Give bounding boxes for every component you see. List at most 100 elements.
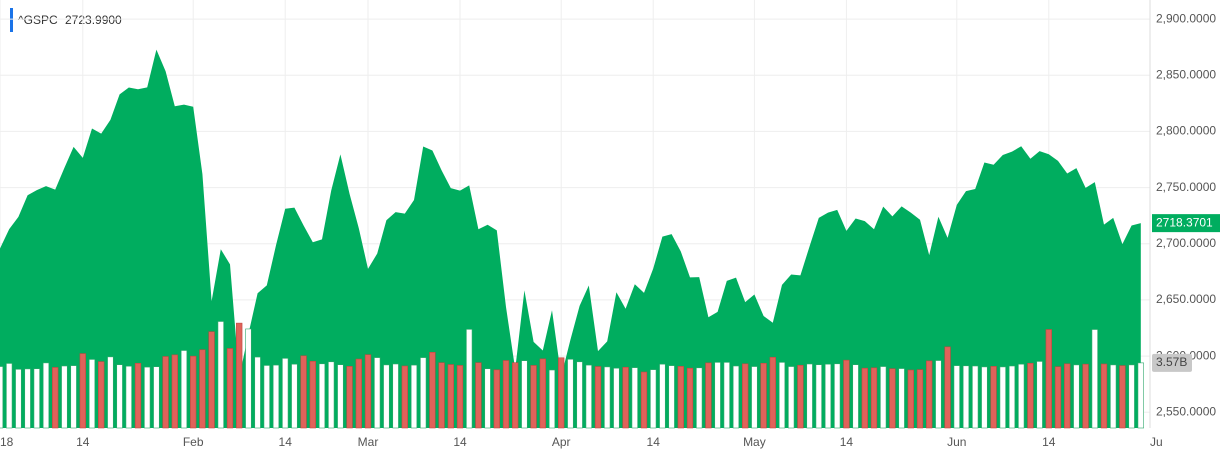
volume-bar [659,363,666,429]
volume-bar [107,356,114,429]
volume-bar [217,321,224,429]
volume-bar [594,366,602,429]
volume-bar [944,346,951,429]
volume-bar [52,367,59,429]
volume-bar [604,366,611,429]
volume-bar [631,367,638,429]
volume-bar [732,365,740,429]
x-tick-label: 14 [1042,435,1056,449]
volume-bar [475,362,482,429]
volume-bar [392,363,399,429]
volume-bar [852,364,859,429]
volume-bar [484,368,491,429]
volume-bar [502,360,510,429]
volume-bar [153,366,160,429]
y-tick-label: 2,750.0000 [1156,180,1216,194]
volume-bar [300,355,307,429]
volume-bar [539,358,546,429]
last-price-label: 2718.3701 [1156,215,1213,229]
price-area [0,49,1141,429]
volume-bar [79,353,86,429]
volume-bar [1082,363,1089,429]
volume-bar [889,368,896,429]
volume-bar [843,359,850,429]
volume-bar [410,364,418,429]
x-tick-label: Apr [552,435,571,449]
volume-bar [15,368,22,429]
volume-bar [438,362,445,429]
volume-bar [346,366,353,429]
volume-bar [364,354,372,429]
legend-name: ^GSPC [18,13,58,27]
x-tick-label: Feb [183,435,204,449]
volume-bar [512,362,519,429]
volume-bar [1137,362,1144,429]
volume-bar [834,363,841,429]
volume-bar [650,369,657,429]
volume-bar [1110,364,1117,429]
volume-bar [263,365,270,429]
volume-bar [1073,364,1080,429]
volume-bar [962,365,970,429]
volume-bar [1018,363,1025,429]
volume-bar [723,362,730,429]
volume-bar [291,363,298,429]
volume-bar [144,366,151,429]
volume-bar [493,369,500,429]
volume-bar [760,362,767,429]
volume-bar [999,366,1006,429]
volume-bar [447,364,454,429]
volume-bar [530,365,537,429]
volume-bar [318,363,326,429]
volume-bar [824,363,832,429]
volume-label: 3.57B [1156,355,1187,369]
legend-marker [10,8,13,32]
volume-bar [585,364,592,429]
volume-bar [972,365,979,429]
volume-bar [134,362,142,429]
volume-bar [236,322,243,429]
volume-bar [116,364,123,429]
volume-bar [0,366,4,429]
volume-bar [668,365,675,429]
volume-bar [466,329,473,429]
volume-bar [401,365,408,429]
volume-bar [742,363,749,429]
volume-bar [180,350,188,429]
volume-bar [1054,366,1062,429]
volume-bar [751,366,758,429]
volume-bar [870,367,878,429]
volume-bar [935,360,942,429]
volume-bar [171,354,178,429]
volume-bar [990,366,997,429]
x-tick-label: 14 [76,435,90,449]
volume-bar [1100,363,1108,429]
volume-bar [190,355,197,429]
volume-bar [226,348,234,429]
volume-bar [613,367,620,429]
last-price-box [1152,214,1220,233]
volume-bar [6,363,13,429]
volume-bar [714,362,721,429]
volume-box [1152,353,1192,372]
volume-bar [61,365,68,429]
volume-bar [705,362,712,429]
x-tick-label: 14 [840,435,854,449]
volume-bar [1128,364,1135,429]
volume-bar [355,358,362,429]
volume-bar [907,369,914,429]
volume-bar [456,365,464,429]
y-tick-label: 2,800.0000 [1156,124,1216,138]
volume-bar [337,364,344,429]
volume-bar [981,366,988,429]
volume-bar [898,368,905,429]
volume-bar [778,362,786,429]
x-tick-label: 14 [647,435,661,449]
volume-bar [916,369,924,429]
x-tick-label: 14 [279,435,293,449]
volume-bar [1027,362,1034,429]
volume-bar [1119,365,1126,429]
volume-bar [254,356,261,429]
